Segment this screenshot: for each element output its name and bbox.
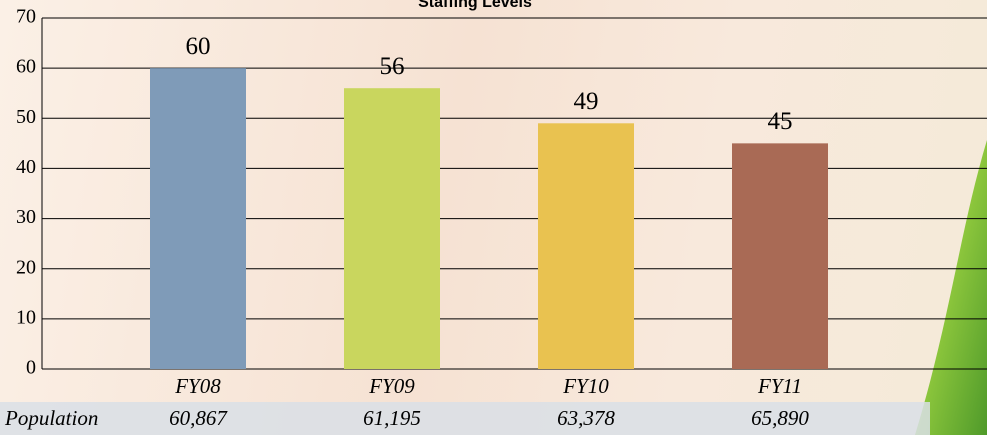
y-tick-label: 10	[16, 306, 36, 328]
population-value: 60,867	[169, 406, 228, 430]
y-tick-label: 50	[16, 106, 36, 128]
y-tick-label: 20	[16, 256, 36, 278]
bar	[344, 88, 440, 369]
x-tick-label: FY11	[757, 374, 802, 398]
data-label: 49	[574, 88, 599, 115]
y-tick-label: 60	[16, 56, 36, 78]
population-label: Population	[4, 406, 98, 430]
y-tick-label: 30	[16, 206, 36, 228]
bar	[538, 123, 634, 369]
bar	[732, 143, 828, 369]
x-tick-label: FY09	[368, 374, 415, 398]
population-value: 63,378	[557, 406, 615, 430]
y-tick-label: 40	[16, 156, 36, 178]
x-tick-label: FY10	[562, 374, 609, 398]
y-tick-label: 0	[26, 357, 36, 379]
chart-title: Staffing Levels	[418, 0, 532, 11]
decor-swoosh	[915, 140, 987, 435]
bar	[150, 68, 246, 370]
y-tick-label: 70	[16, 6, 36, 28]
data-label: 45	[768, 108, 793, 135]
x-tick-label: FY08	[174, 374, 221, 398]
data-label: 56	[380, 53, 405, 80]
population-value: 61,195	[363, 406, 421, 430]
population-value: 65,890	[751, 406, 809, 430]
data-label: 60	[186, 33, 211, 60]
population-band	[0, 402, 930, 435]
